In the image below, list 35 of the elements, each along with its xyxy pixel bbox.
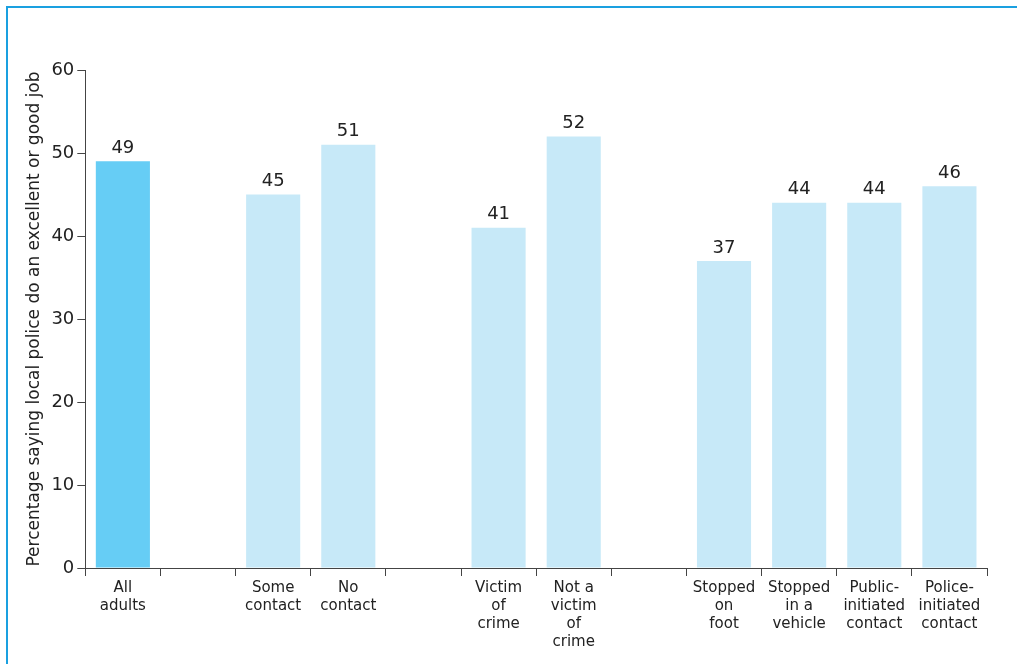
x-tick-label: No contact bbox=[320, 577, 377, 614]
bar bbox=[546, 136, 601, 568]
bar bbox=[246, 194, 301, 568]
data-label: 44 bbox=[787, 177, 811, 199]
data-label: 44 bbox=[862, 177, 886, 199]
y-tick-label: 60 bbox=[51, 57, 75, 79]
y-axis-title: Percentage saying local police do an excellent or good job bbox=[22, 71, 43, 567]
x-tick-label: Some contact bbox=[245, 577, 302, 614]
x-tick-label: Public-initiated contact bbox=[843, 577, 906, 632]
y-tick-label: 20 bbox=[51, 389, 75, 411]
y-tick-label: 30 bbox=[51, 306, 75, 328]
bar bbox=[321, 144, 376, 568]
bar bbox=[696, 260, 752, 568]
data-label: 46 bbox=[937, 160, 961, 182]
x-tick-label: All adults bbox=[99, 577, 147, 614]
data-label: 51 bbox=[336, 119, 360, 141]
data-label: 49 bbox=[111, 135, 135, 157]
x-tick-label: Not a victim of crime bbox=[550, 577, 597, 650]
bar bbox=[847, 202, 902, 568]
data-label: 45 bbox=[261, 169, 285, 191]
x-tick-label: Stopped on foot bbox=[692, 577, 756, 632]
data-label: 52 bbox=[562, 111, 586, 133]
y-tick-label: 50 bbox=[51, 140, 75, 162]
bar bbox=[772, 202, 827, 568]
data-label: 41 bbox=[487, 202, 511, 224]
bar bbox=[922, 186, 977, 568]
y-tick-label: 40 bbox=[51, 223, 75, 245]
bar bbox=[95, 161, 150, 568]
y-tick-label: 10 bbox=[51, 472, 75, 494]
x-tick-label: Police-initiated contact bbox=[918, 577, 981, 632]
x-tick-label: Stopped in a vehicle bbox=[767, 577, 831, 632]
data-label: 37 bbox=[712, 235, 736, 257]
bar bbox=[471, 227, 526, 568]
x-tick-label: Victim of crime bbox=[475, 577, 523, 632]
y-tick-label: 0 bbox=[62, 555, 75, 577]
